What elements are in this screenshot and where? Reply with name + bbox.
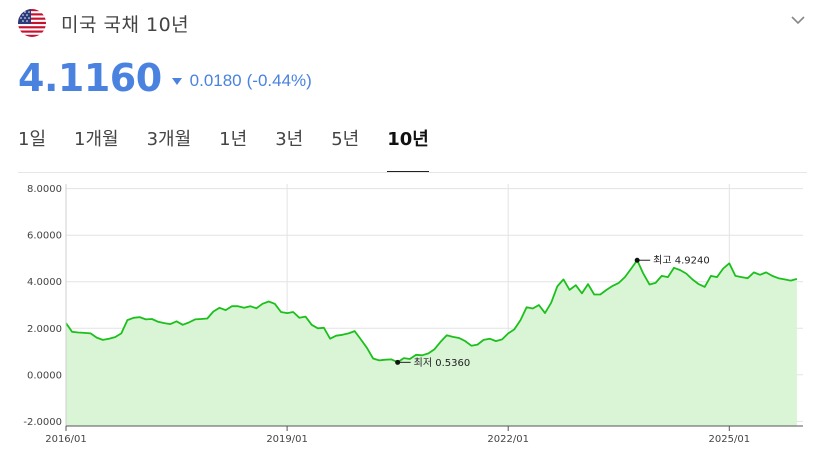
y-tick-label: 6.0000 (27, 231, 62, 242)
price-change-percent: (-0.44%) (246, 71, 312, 90)
y-tick-label: 2.0000 (27, 324, 62, 335)
x-tick-label: 2019/01 (266, 434, 308, 445)
current-price: 4.1160 (18, 56, 162, 100)
chart-axes (65, 184, 803, 431)
tab-10y[interactable]: 10년 (387, 126, 429, 172)
series-area-fill (66, 260, 797, 426)
page-title: 미국 국채 10년 (61, 13, 190, 36)
price-change: 0.0180 (189, 71, 242, 90)
us-flag-icon (18, 9, 46, 37)
chart-annotations: 최고 4.9240 최저 0.5360 (395, 255, 710, 369)
price-chart: 8.0000 6.0000 4.0000 2.0000 0.0000 -2.0000 201… (18, 172, 807, 445)
down-triangle-icon (171, 77, 182, 85)
header: 미국 국채 10년 (18, 8, 189, 38)
chevron-down-icon[interactable] (788, 10, 808, 30)
x-tick-label: 2016/01 (45, 434, 87, 445)
high-point-marker (634, 257, 640, 263)
low-point-label: 최저 0.5360 (414, 357, 471, 369)
x-tick-label: 2022/01 (487, 434, 529, 445)
tab-3y[interactable]: 3년 (275, 129, 304, 150)
tab-5y[interactable]: 5년 (331, 129, 360, 150)
tab-3m[interactable]: 3개월 (146, 129, 192, 150)
y-tick-label: 4.0000 (27, 277, 62, 288)
tab-1d[interactable]: 1일 (18, 129, 47, 150)
x-tick-label: 2025/01 (709, 434, 751, 445)
quote-row: 4.1160 0.0180 (-0.44%) (18, 56, 312, 100)
y-tick-label: -2.0000 (23, 417, 62, 428)
y-tick-label: 0.0000 (27, 370, 62, 381)
low-point-marker (395, 359, 401, 365)
high-point-label: 최고 4.9240 (653, 255, 710, 267)
tab-1y[interactable]: 1년 (219, 129, 248, 150)
series-line (65, 259, 798, 364)
tab-1m[interactable]: 1개월 (74, 129, 119, 150)
chart-ticks: 8.0000 6.0000 4.0000 2.0000 0.0000 -2.0000 201… (23, 184, 750, 445)
chart-area (65, 259, 798, 426)
y-tick-label: 8.0000 (27, 184, 62, 195)
period-tabs: 1일 1개월 3개월 1년 3년 5년 10년 (18, 126, 457, 172)
